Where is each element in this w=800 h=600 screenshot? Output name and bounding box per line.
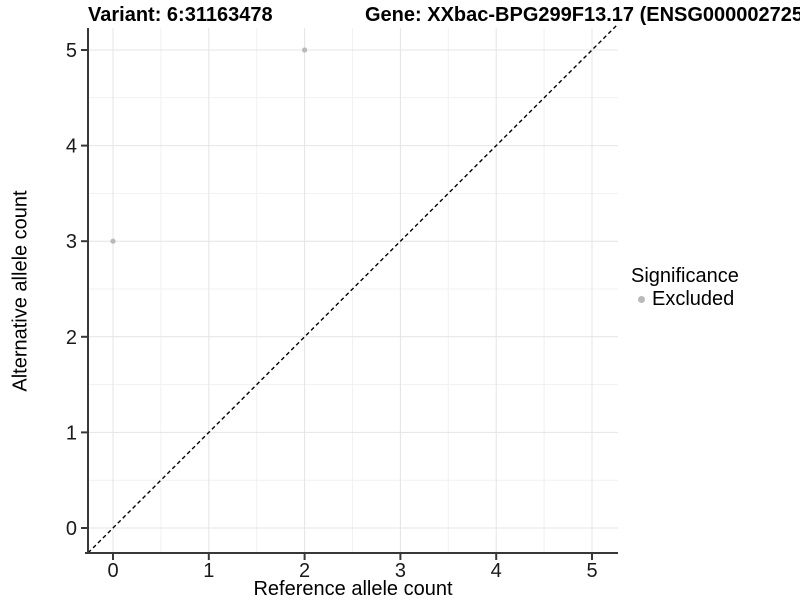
svg-text:1: 1: [203, 560, 214, 582]
svg-text:4: 4: [66, 136, 77, 158]
svg-text:1: 1: [66, 422, 77, 444]
legend-item-excluded: Excluded: [638, 288, 739, 311]
plot-title-gene: Gene: XXbac-BPG299F13.17 (ENSG0000027250: [365, 4, 800, 26]
svg-text:3: 3: [66, 231, 77, 253]
svg-text:3: 3: [395, 560, 406, 582]
svg-text:5: 5: [586, 560, 597, 582]
svg-text:0: 0: [107, 560, 118, 582]
legend: Significance Excluded: [631, 265, 739, 311]
svg-text:0: 0: [66, 518, 77, 540]
svg-text:2: 2: [299, 560, 310, 582]
legend-title: Significance: [631, 265, 739, 287]
svg-text:5: 5: [66, 40, 77, 62]
x-axis-title: Reference allele count: [253, 578, 453, 600]
svg-text:4: 4: [491, 560, 502, 582]
legend-point-icon: [638, 296, 645, 303]
legend-item-label: Excluded: [652, 288, 735, 310]
y-axis-title: Alternative allele count: [9, 190, 32, 392]
plot-title-variant: Variant: 6:31163478: [88, 4, 273, 26]
svg-text:2: 2: [66, 327, 77, 349]
